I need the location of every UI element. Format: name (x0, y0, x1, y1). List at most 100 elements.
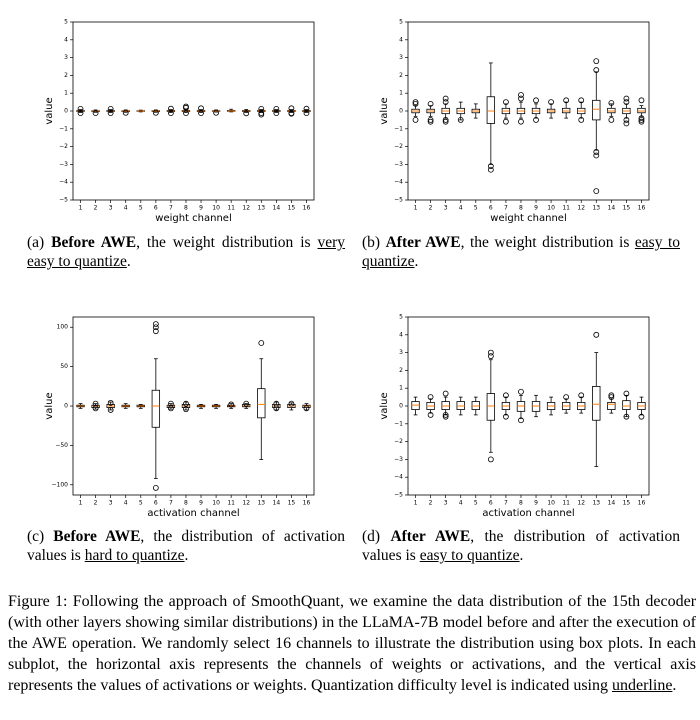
x-tick-label: 6 (489, 500, 493, 507)
flier (457, 117, 464, 123)
x-axis-label: activation channel (147, 508, 239, 519)
flier (533, 117, 539, 123)
flier (518, 388, 524, 395)
x-tick-label: 12 (242, 500, 250, 507)
y-tick-label: 3 (399, 54, 403, 61)
x-tick-label: 9 (199, 500, 203, 507)
y-tick-label: −1 (394, 125, 403, 132)
caption-text: , the distribution of activation values … (362, 528, 680, 564)
x-tick-label: 2 (429, 205, 433, 212)
flier (107, 105, 114, 112)
x-tick-label: 14 (273, 500, 281, 507)
flier (152, 485, 159, 491)
flier (442, 390, 449, 397)
x-tick-label: 2 (94, 205, 98, 212)
x-tick-label: 4 (124, 205, 128, 212)
y-axis-label: value (379, 97, 390, 124)
x-tick-label: 14 (608, 500, 616, 507)
x-tick-label: 9 (534, 500, 538, 507)
flier (623, 99, 630, 105)
y-tick-label: −5 (59, 197, 68, 204)
flier (303, 105, 310, 112)
y-tick-label: 1 (399, 385, 403, 392)
flier (273, 105, 280, 112)
y-tick-label: −5 (394, 492, 403, 499)
flier (152, 109, 159, 116)
flier (487, 456, 494, 463)
y-tick-label: 4 (64, 36, 68, 43)
flier (273, 405, 280, 412)
x-tick-label: 16 (638, 205, 646, 212)
x-tick-label: 13 (592, 205, 600, 212)
caption-bold: After AWE (385, 234, 461, 251)
flier (168, 405, 174, 412)
caption-underlined: underline (612, 677, 673, 694)
x-tick-label: 4 (124, 500, 128, 507)
x-tick-label: 8 (519, 500, 523, 507)
x-axis-label: activation channel (482, 508, 574, 519)
y-tick-label: −4 (59, 179, 68, 186)
flier (487, 353, 494, 360)
flier (533, 97, 539, 104)
x-tick-label: 5 (474, 500, 478, 507)
flier (183, 103, 189, 110)
x-tick-label: 6 (154, 500, 158, 507)
x-tick-label: 13 (257, 205, 265, 212)
flier (183, 406, 189, 413)
flier (442, 117, 449, 123)
flier (183, 110, 189, 117)
x-tick-label: 16 (303, 205, 311, 212)
y-tick-label: −4 (394, 179, 403, 186)
flier (122, 109, 129, 116)
y-tick-label: −3 (394, 161, 403, 168)
x-tick-label: 14 (273, 205, 281, 212)
x-tick-label: 10 (547, 205, 555, 212)
y-tick-label: −2 (59, 143, 68, 150)
box (486, 393, 496, 421)
y-tick-label: 0 (399, 108, 403, 115)
flier (243, 110, 250, 117)
caption-bold: After AWE (390, 528, 471, 545)
flier (427, 412, 434, 418)
flier (487, 349, 494, 356)
caption-end: . (519, 547, 524, 564)
x-tick-label: 11 (227, 500, 235, 507)
x-tick-label: 7 (169, 500, 173, 507)
y-tick-label: 0 (399, 403, 403, 410)
figure-caption: Figure 1: Following the approach of Smoo… (8, 591, 696, 696)
flier (442, 118, 449, 125)
x-tick-label: 5 (474, 205, 478, 212)
x-tick-label: 13 (592, 500, 600, 507)
flier (442, 99, 449, 105)
y-tick-label: 50 (60, 363, 68, 370)
flier (258, 105, 265, 112)
flier (503, 392, 509, 399)
flier (518, 118, 524, 125)
flier (152, 321, 159, 327)
caption-label: (b) (362, 234, 381, 251)
caption-text: , the weight distribution is (460, 234, 630, 251)
box (592, 386, 601, 421)
flier (487, 163, 494, 170)
y-tick-label: −100 (52, 481, 69, 488)
x-tick-label: 11 (562, 205, 570, 212)
y-tick-label: −2 (394, 143, 403, 150)
flier (412, 100, 419, 107)
x-tick-label: 13 (257, 500, 265, 507)
flier (578, 97, 585, 104)
y-tick-label: −1 (394, 420, 403, 427)
y-tick-label: 0 (64, 108, 68, 115)
x-tick-label: 4 (459, 500, 463, 507)
x-tick-label: 1 (414, 500, 418, 507)
caption-label: (d) (362, 528, 381, 545)
flier (638, 413, 645, 420)
y-tick-label: 4 (399, 36, 403, 43)
flier (593, 67, 600, 73)
y-tick-label: 0 (64, 403, 68, 410)
caption-underlined: very easy to quantize (27, 234, 346, 270)
x-tick-label: 6 (154, 205, 158, 212)
y-tick-label: 2 (399, 72, 403, 79)
y-tick-label: 4 (399, 331, 403, 338)
x-tick-label: 4 (459, 205, 463, 212)
flier (168, 110, 174, 117)
